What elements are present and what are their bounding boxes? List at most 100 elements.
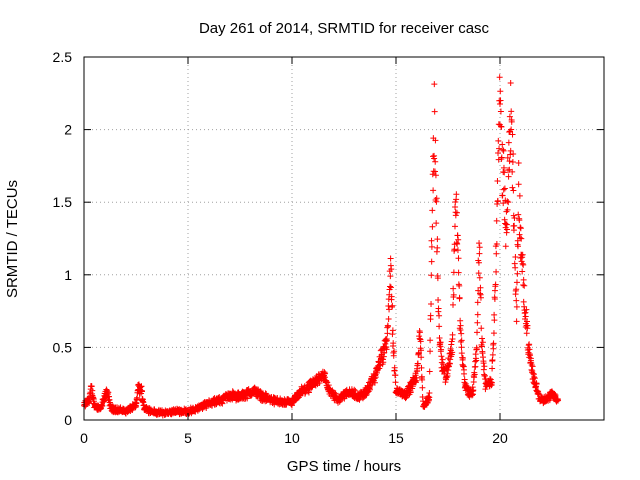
plot-frame (83, 56, 605, 421)
data-point (444, 373, 451, 380)
data-point (506, 113, 513, 120)
data-point (412, 378, 419, 385)
data-point (436, 312, 443, 319)
data-point (416, 335, 423, 342)
data-point (414, 367, 421, 374)
data-point (417, 338, 424, 345)
data-point (453, 196, 460, 203)
data-point (528, 361, 535, 368)
data-point (519, 251, 526, 258)
data-point (449, 349, 456, 356)
data-point (475, 270, 482, 277)
data-point (431, 155, 438, 162)
y-tick-label: 2.5 (53, 49, 73, 65)
data-point (426, 389, 433, 396)
data-point (428, 237, 435, 244)
data-point (520, 281, 527, 288)
data-point (477, 284, 484, 291)
data-point (434, 236, 441, 243)
data-point (90, 394, 97, 401)
data-point (432, 137, 439, 144)
data-point (454, 247, 461, 254)
data-point (502, 243, 509, 250)
data-point (510, 187, 517, 194)
data-point (494, 178, 501, 185)
data-point (516, 231, 523, 238)
data-point (435, 297, 442, 304)
data-point (479, 335, 486, 342)
data-point (461, 376, 468, 383)
data-point (386, 283, 393, 290)
data-point (490, 340, 497, 347)
data-point (489, 351, 496, 358)
data-point (508, 108, 515, 115)
data-point (515, 211, 522, 218)
data-point (322, 370, 329, 377)
data-point (380, 359, 387, 366)
data-point (433, 220, 440, 227)
data-point (452, 212, 459, 219)
data-point (134, 394, 141, 401)
data-point (513, 279, 520, 286)
data-point (418, 354, 425, 361)
data-point (101, 398, 108, 404)
data-point (518, 235, 525, 242)
data-point (479, 339, 486, 346)
data-point (244, 395, 251, 402)
data-point (431, 168, 438, 175)
data-point (514, 270, 521, 277)
data-point (373, 369, 380, 376)
data-point (495, 156, 502, 163)
data-point (456, 294, 463, 301)
data-point (458, 330, 465, 337)
x-tick-labels: 0 5 10 15 20 (80, 430, 508, 446)
data-point (472, 358, 479, 365)
data-point (488, 379, 495, 386)
data-point (496, 74, 503, 81)
data-point (392, 372, 399, 379)
data-point (435, 305, 442, 312)
data-point (427, 337, 434, 344)
data-point (503, 226, 510, 233)
data-point (430, 187, 437, 194)
data-point (455, 255, 462, 262)
data-point (472, 363, 479, 370)
data-point (457, 338, 464, 345)
data-point (491, 296, 498, 303)
data-point (416, 329, 423, 336)
data-point (387, 273, 394, 280)
data-point (316, 379, 323, 386)
data-point (390, 340, 397, 347)
data-point (474, 319, 481, 326)
data-point (476, 240, 483, 247)
data-point (474, 329, 481, 336)
data-point (526, 341, 533, 348)
y-axis-label: SRMTID / TECUs (4, 180, 21, 298)
data-point (495, 150, 502, 157)
data-point (418, 364, 425, 371)
data-point (458, 344, 465, 351)
data-point (505, 199, 512, 206)
data-point (499, 192, 506, 199)
data-point (529, 363, 536, 370)
data-point (419, 376, 426, 383)
data-point (433, 195, 440, 202)
data-point (476, 274, 483, 281)
data-point (414, 360, 421, 367)
data-point (419, 384, 426, 391)
data-point (495, 137, 502, 144)
data-point (507, 147, 514, 154)
data-point (509, 184, 516, 191)
data-point (505, 173, 512, 180)
data-point (511, 214, 518, 221)
data-point (500, 147, 507, 154)
data-point (434, 275, 441, 282)
data-point (490, 330, 497, 337)
data-point (482, 386, 489, 393)
data-point (456, 282, 463, 289)
data-point (519, 254, 526, 261)
data-point (470, 387, 477, 394)
data-point (499, 141, 506, 148)
data-point (427, 348, 434, 355)
data-point (471, 371, 478, 378)
